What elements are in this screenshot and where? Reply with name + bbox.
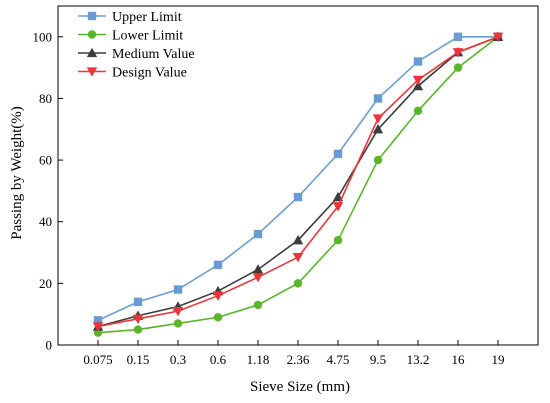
- design-value-point: [212, 291, 224, 301]
- lower-limit-point: [453, 63, 463, 72]
- y-tick-label: 20: [39, 276, 52, 291]
- upper-limit-point: [293, 192, 303, 202]
- x-tick-label: 0.15: [127, 352, 150, 367]
- legend-item-lower-limit: Lower Limit: [78, 29, 183, 44]
- y-tick-label: 100: [33, 29, 53, 44]
- lower-limit-point: [413, 106, 423, 115]
- upper-limit-point: [93, 316, 103, 325]
- lower-limit-point: [213, 313, 223, 322]
- medium-value-point: [252, 264, 264, 274]
- y-tick-label: 80: [39, 91, 52, 106]
- upper-limit-point: [253, 229, 263, 239]
- x-tick-label: 2.36: [287, 352, 310, 367]
- legend-label: Medium Value: [112, 47, 195, 62]
- series-design-value: [92, 32, 504, 332]
- upper-limit-point: [453, 32, 463, 42]
- x-tick-label: 19: [492, 352, 505, 367]
- lower-limit-point: [133, 325, 143, 334]
- design-value-point: [412, 75, 424, 86]
- design-value-point: [172, 306, 184, 317]
- legend-item-medium-value: Medium Value: [78, 47, 195, 62]
- design-value-point: [132, 314, 144, 325]
- upper-limit-point: [173, 285, 183, 294]
- medium-value-point: [412, 80, 424, 91]
- upper-limit-point: [373, 94, 383, 103]
- legend-marker: [86, 47, 98, 58]
- design-value-point: [372, 114, 384, 124]
- x-axis-title: Sieve Size (mm): [250, 379, 350, 395]
- lower-limit-point: [293, 279, 303, 288]
- legend-label: Lower Limit: [112, 29, 183, 44]
- y-tick-label: 40: [39, 214, 52, 229]
- upper-limit-point: [333, 149, 343, 159]
- lower-limit-point: [333, 236, 343, 245]
- x-tick-label: 13.2: [407, 352, 430, 367]
- lower-limit-point: [373, 155, 383, 165]
- legend-marker: [86, 67, 98, 77]
- upper-limit-point: [213, 260, 223, 270]
- legend-marker: [87, 11, 97, 21]
- x-tick-label: 4.75: [327, 352, 350, 367]
- x-axis-ticks: 0.075 0.15 0.3 0.6 1.18 2.36 4.75 9.5 13.2 16 19: [83, 340, 505, 367]
- x-tick-label: 0.6: [210, 352, 227, 367]
- legend-item-upper-limit: Upper Limit: [78, 10, 182, 25]
- upper-limit-point: [413, 57, 423, 66]
- lower-limit-point: [173, 319, 183, 328]
- lower-limit-line: [97, 36, 499, 334]
- legend-label: Design Value: [112, 66, 187, 81]
- legend-marker: [87, 30, 97, 39]
- y-tick-label: 0: [46, 338, 53, 353]
- series-upper-limit: [93, 32, 503, 325]
- upper-limit-point: [133, 297, 143, 307]
- design-value-point: [292, 253, 304, 263]
- legend-label: Upper Limit: [112, 10, 182, 25]
- design-value-point: [452, 48, 464, 58]
- lower-limit-point: [253, 300, 263, 310]
- medium-value-point: [292, 235, 304, 245]
- y-axis-ticks: 0 20 40 60 80 100: [33, 29, 63, 353]
- x-tick-label: 0.075: [83, 352, 112, 367]
- x-tick-label: 0.3: [170, 352, 186, 367]
- legend: Upper Limit Lower Limit Medium Value Design…: [78, 10, 195, 81]
- medium-value-point: [372, 124, 384, 134]
- design-value-point: [252, 273, 264, 283]
- y-tick-label: 60: [39, 153, 52, 168]
- legend-item-design-value: Design Value: [78, 66, 187, 81]
- y-axis-title: Passing by Weight(%): [9, 106, 25, 240]
- design-value-point: [492, 32, 504, 43]
- x-tick-label: 1.18: [247, 352, 270, 367]
- series-layer: [92, 31, 504, 337]
- design-value-point: [92, 322, 104, 332]
- design-value-point: [332, 202, 344, 212]
- x-tick-label: 9.5: [370, 352, 386, 367]
- x-tick-label: 16: [452, 352, 466, 367]
